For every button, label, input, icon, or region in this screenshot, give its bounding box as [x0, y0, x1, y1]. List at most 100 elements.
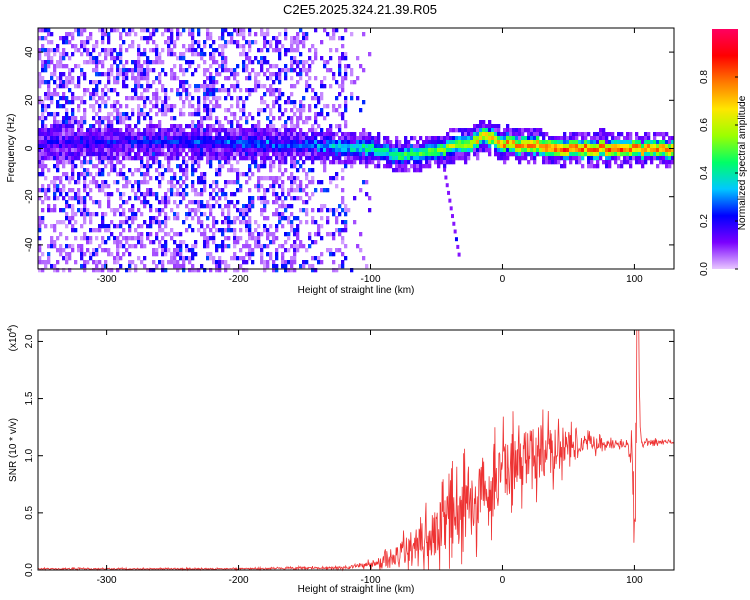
- spectrogram-cell: [50, 180, 54, 185]
- spectrogram-cell: [248, 256, 252, 261]
- spectrogram-cell: [161, 148, 165, 153]
- spectrogram-cell: [56, 84, 60, 89]
- spectrogram-cell: [167, 96, 171, 101]
- spectrogram-cell: [500, 136, 504, 141]
- spectrogram-cell: [233, 156, 237, 161]
- spectrogram-cell: [110, 164, 114, 169]
- spectrogram-cell: [74, 28, 78, 33]
- spectrogram-cell: [272, 152, 276, 157]
- spectrogram-cell: [479, 120, 483, 125]
- spectrogram-cell: [293, 56, 297, 61]
- spectrogram-cell: [221, 84, 225, 89]
- spectrogram-cell: [515, 128, 519, 133]
- spectrogram-cell: [164, 108, 168, 113]
- spectrogram-cell: [182, 56, 186, 61]
- spectrogram-cell: [341, 240, 345, 245]
- spectrogram-cell: [191, 200, 195, 205]
- spectrogram-cell: [179, 184, 183, 189]
- spectrogram-cell: [272, 164, 276, 169]
- spectrogram-cell: [62, 72, 66, 77]
- spectrogram-cell: [113, 256, 117, 261]
- spectrogram-cell: [236, 144, 240, 149]
- spectrogram-cell: [143, 100, 147, 105]
- spectrogram-cell: [440, 148, 444, 153]
- spectrogram-cell: [353, 140, 357, 145]
- spectrogram-cell: [290, 48, 294, 53]
- spectrogram-cell: [92, 144, 96, 149]
- spectrogram-cell: [212, 232, 216, 237]
- spectrogram-cell: [83, 232, 87, 237]
- spectrogram-cell: [179, 200, 183, 205]
- spectrogram-cell: [119, 140, 123, 145]
- spectrogram-cell: [437, 156, 441, 161]
- spectrogram-cell: [77, 104, 81, 109]
- spectrogram-cell: [77, 108, 81, 113]
- spectrogram-cell: [173, 136, 177, 141]
- spectrogram-cell: [179, 192, 183, 197]
- spectrogram-cell: [116, 156, 120, 161]
- snr-y-ticks: 0.00.51.01.52.0: [24, 334, 674, 577]
- spectrogram-cell: [605, 144, 609, 149]
- spectrogram-cell: [218, 136, 222, 141]
- spectrogram-cell: [239, 52, 243, 57]
- spectrogram-cell: [590, 140, 594, 145]
- spectrogram-cell: [62, 148, 66, 153]
- spectrogram-cell: [197, 108, 201, 113]
- spectrogram-cell: [68, 188, 72, 193]
- spectrogram-cell: [200, 52, 204, 57]
- spectrogram-cell: [131, 136, 135, 141]
- spectrogram-cell: [290, 60, 294, 65]
- spectrogram-cell: [218, 64, 222, 69]
- snr-multiplier-exp: 4: [7, 328, 14, 332]
- spectrogram-cell: [314, 144, 318, 149]
- spectrogram-cell: [536, 152, 540, 157]
- spectrogram-cell: [290, 124, 294, 129]
- spectrogram-cell: [452, 221, 456, 226]
- spectrogram-cell: [122, 140, 126, 145]
- spectrogram-cell: [134, 32, 138, 37]
- spectrogram-cell: [125, 60, 129, 65]
- spectrogram-cell: [440, 160, 444, 165]
- spectrogram-cell: [215, 80, 219, 85]
- spectrogram-cell: [125, 124, 129, 129]
- spectrogram-cell: [296, 184, 300, 189]
- spectrogram-cell: [269, 108, 273, 113]
- spectrogram-cell: [245, 204, 249, 209]
- spectrogram-cell: [137, 80, 141, 85]
- spectrogram-cell: [407, 168, 411, 173]
- spectrogram-cell: [101, 28, 105, 33]
- spectrogram-cell: [278, 204, 282, 209]
- spectrogram-cell: [278, 56, 282, 61]
- spectrogram-cell: [248, 188, 252, 193]
- spectrogram-cell: [191, 148, 195, 153]
- spectrogram-cell: [230, 152, 234, 157]
- spectrogram-cell: [458, 144, 462, 149]
- spectrogram-cell: [332, 268, 336, 273]
- spectrogram-cell: [467, 144, 471, 149]
- spectrogram-cell: [173, 148, 177, 153]
- spectrogram-cell: [59, 80, 63, 85]
- spectrogram-cell: [176, 212, 180, 217]
- spectrogram-cell: [56, 160, 60, 165]
- spectrogram-cell: [116, 64, 120, 69]
- spectrogram-cell: [68, 160, 72, 165]
- spectrogram-cell: [218, 104, 222, 109]
- spectrogram-cell: [179, 136, 183, 141]
- spectrogram-cell: [275, 192, 279, 197]
- spectrogram-cell: [104, 144, 108, 149]
- spectrogram-cell: [320, 96, 324, 101]
- spectrogram-cell: [341, 252, 345, 257]
- spectrogram-cell: [140, 172, 144, 177]
- spectrogram-cell: [524, 144, 528, 149]
- spectrogram-cell: [113, 260, 117, 265]
- spectrogram-cell: [578, 144, 582, 149]
- spectrogram-cell: [182, 68, 186, 73]
- spectrogram-cell: [626, 152, 630, 157]
- spectrogram-cell: [539, 148, 543, 153]
- spectrogram-cell: [569, 148, 573, 153]
- spectrogram-cell: [389, 156, 393, 161]
- spectrogram-cell: [182, 148, 186, 153]
- spectrogram-cell: [83, 172, 87, 177]
- spectrogram-cell: [182, 80, 186, 85]
